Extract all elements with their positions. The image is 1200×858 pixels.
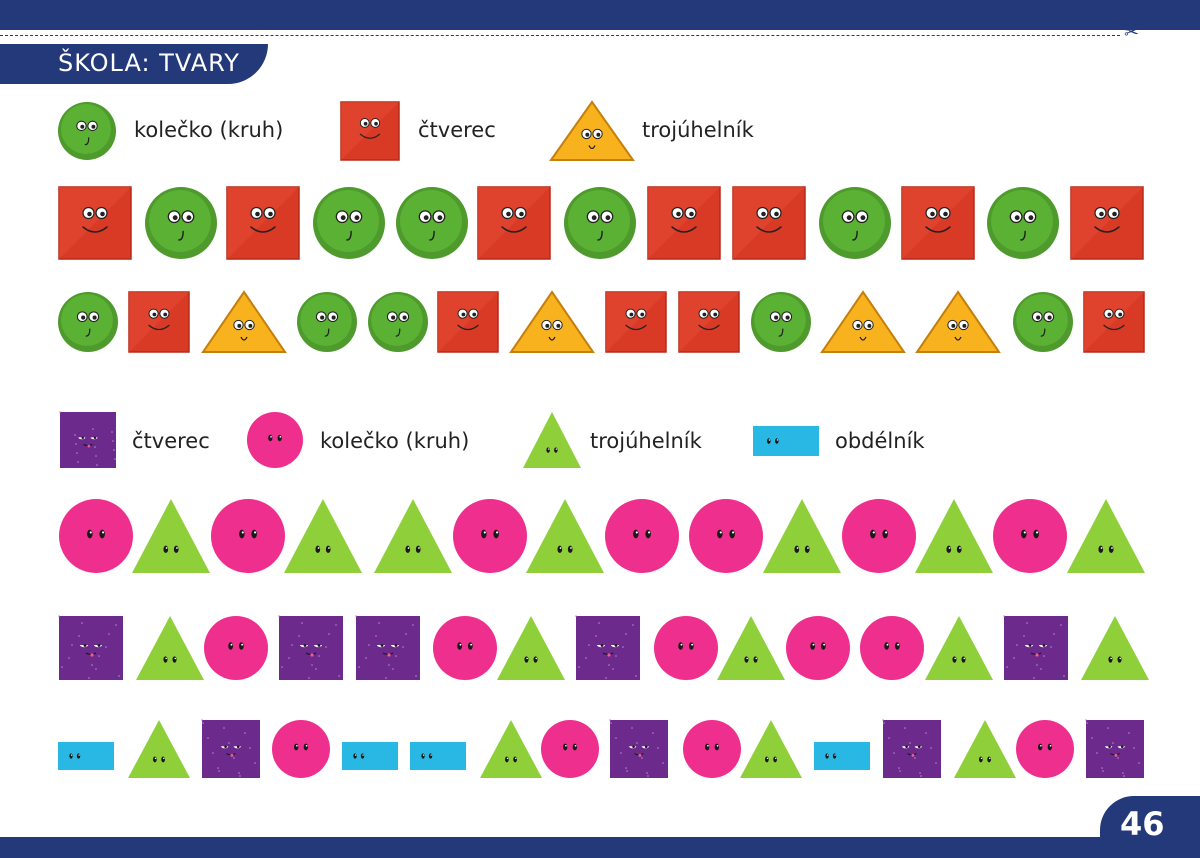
s2row3-lime-triangle xyxy=(128,720,190,778)
s2row3-cyan-rectangle xyxy=(58,742,114,770)
legend-label-green-circle: kolečko (kruh) xyxy=(134,118,284,142)
bottom-bar xyxy=(0,837,1200,858)
s2row3-pink-circle xyxy=(541,720,599,778)
s2row2-lime-triangle xyxy=(136,616,204,680)
s2row2-pink-circle xyxy=(433,616,497,680)
s2row2-purple-square xyxy=(355,615,420,680)
s2row1-pink-circle xyxy=(211,499,285,573)
s2row2-lime-triangle xyxy=(925,616,993,680)
legend-label-purple-square: čtverec xyxy=(132,429,210,453)
s2row1-lime-triangle xyxy=(915,499,993,573)
row2-green-circle xyxy=(751,292,811,352)
page-number-box xyxy=(1100,796,1200,858)
s2row1-pink-circle xyxy=(842,499,916,573)
row1-green-circle xyxy=(313,187,385,259)
s2row1-lime-triangle xyxy=(132,499,210,573)
s2row3-purple-square xyxy=(201,719,260,778)
s2row2-pink-circle xyxy=(860,616,924,680)
page-title: ŠKOLA: TVARY xyxy=(58,49,240,77)
s2row3-purple-square xyxy=(609,719,668,778)
s2row1-pink-circle xyxy=(453,499,527,573)
legend-pink-circle xyxy=(247,412,303,468)
s2row1-lime-triangle xyxy=(374,499,452,573)
legend-purple-square xyxy=(59,411,116,468)
s2row1-lime-triangle xyxy=(763,499,841,573)
cut-line xyxy=(0,35,1120,36)
top-bar xyxy=(0,0,1200,30)
legend-label-orange-triangle: trojúhelník xyxy=(642,118,754,142)
s2row2-lime-triangle xyxy=(1081,616,1149,680)
row1-red-square xyxy=(477,186,551,260)
legend-lime-triangle xyxy=(523,412,581,468)
s2row3-pink-circle xyxy=(272,720,330,778)
row1-green-circle xyxy=(564,187,636,259)
title-tab xyxy=(0,44,268,84)
legend-green-circle xyxy=(58,102,116,160)
s2row3-purple-square xyxy=(1085,719,1144,778)
row2-green-circle xyxy=(368,292,428,352)
s2row3-lime-triangle xyxy=(740,720,802,778)
s2row1-pink-circle xyxy=(59,499,133,573)
legend-cyan-rectangle xyxy=(753,426,819,456)
row2-red-square xyxy=(605,291,667,353)
s2row1-lime-triangle xyxy=(526,499,604,573)
row1-green-circle xyxy=(145,187,217,259)
row1-red-square xyxy=(58,186,132,260)
row2-green-circle xyxy=(297,292,357,352)
s2row3-pink-circle xyxy=(1016,720,1074,778)
row1-green-circle xyxy=(396,187,468,259)
legend-orange-triangle xyxy=(549,100,635,161)
s2row2-purple-square xyxy=(58,615,123,680)
page-number: 46 xyxy=(1120,805,1165,843)
legend-label-cyan-rectangle: obdélník xyxy=(835,429,925,453)
s2row1-pink-circle xyxy=(689,499,763,573)
s2row2-pink-circle xyxy=(786,616,850,680)
s2row2-lime-triangle xyxy=(497,616,565,680)
s2row3-purple-square xyxy=(882,719,941,778)
s2row1-lime-triangle xyxy=(1067,499,1145,573)
s2row2-lime-triangle xyxy=(717,616,785,680)
legend-label-pink-circle: kolečko (kruh) xyxy=(320,429,470,453)
row2-red-square xyxy=(128,291,190,353)
row2-orange-triangle xyxy=(820,290,906,353)
row1-red-square xyxy=(901,186,975,260)
s2row3-pink-circle xyxy=(683,720,741,778)
s2row1-pink-circle xyxy=(993,499,1067,573)
s2row3-lime-triangle xyxy=(480,720,542,778)
row2-orange-triangle xyxy=(201,290,287,353)
s2row3-cyan-rectangle xyxy=(410,742,466,770)
row1-red-square xyxy=(1070,186,1144,260)
row1-red-square xyxy=(647,186,721,260)
row2-red-square xyxy=(437,291,499,353)
s2row1-pink-circle xyxy=(605,499,679,573)
row2-red-square xyxy=(1083,291,1145,353)
row1-green-circle xyxy=(987,187,1059,259)
row2-orange-triangle xyxy=(915,290,1001,353)
row2-green-circle xyxy=(1013,292,1073,352)
s2row3-cyan-rectangle xyxy=(342,742,398,770)
legend-label-lime-triangle: trojúhelník xyxy=(590,429,702,453)
legend-red-square xyxy=(340,101,400,161)
row1-red-square xyxy=(732,186,806,260)
s2row2-purple-square xyxy=(1003,615,1068,680)
s2row2-pink-circle xyxy=(204,616,268,680)
s2row1-lime-triangle xyxy=(284,499,362,573)
row2-red-square xyxy=(678,291,740,353)
s2row3-cyan-rectangle xyxy=(814,742,870,770)
s2row2-purple-square xyxy=(278,615,343,680)
row2-green-circle xyxy=(58,292,118,352)
s2row2-pink-circle xyxy=(654,616,718,680)
row1-red-square xyxy=(226,186,300,260)
legend-label-red-square: čtverec xyxy=(418,118,496,142)
scissors-icon: ✂ xyxy=(1124,22,1140,43)
row1-green-circle xyxy=(819,187,891,259)
s2row2-purple-square xyxy=(575,615,640,680)
row2-orange-triangle xyxy=(509,290,595,353)
s2row3-lime-triangle xyxy=(954,720,1016,778)
